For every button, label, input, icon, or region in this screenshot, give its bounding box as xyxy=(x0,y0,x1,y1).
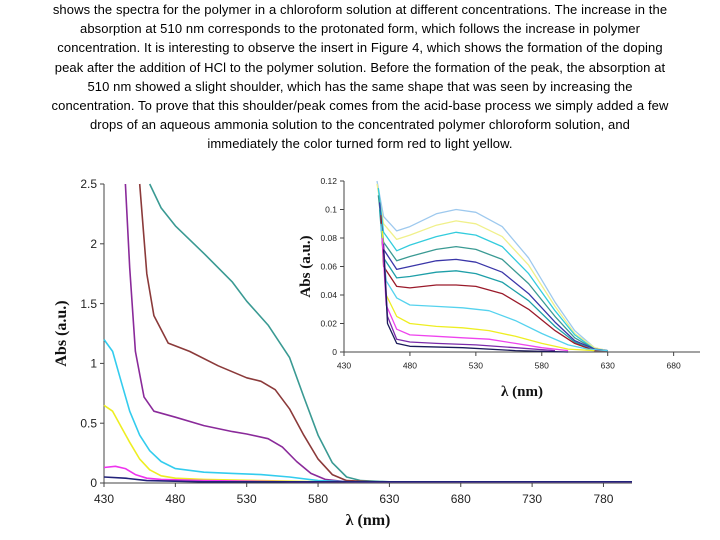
inset-series-s3 xyxy=(377,188,608,352)
main-series-cyan xyxy=(103,339,632,483)
paragraph-line: concentration. To prove that this should… xyxy=(51,98,669,114)
inset-x-tick-label: 630 xyxy=(601,361,615,371)
inset-y-tick-label: 0.02 xyxy=(320,318,337,328)
main-series-navy xyxy=(103,476,632,483)
inset-series-s9 xyxy=(381,230,595,352)
main-x-tick-label: 480 xyxy=(165,492,185,506)
inset-y-tick-label: 0.12 xyxy=(320,176,337,186)
inset-series-s4 xyxy=(377,195,608,352)
main-x-tick-label: 780 xyxy=(593,492,613,506)
inset-series-s11 xyxy=(382,243,556,352)
inset-series-s1 xyxy=(376,180,608,352)
inset-series-s7 xyxy=(380,215,608,352)
inset-chart: 0 0.02 0.04 0.06 0.08 0.1 0.12 430 480 530 580 630 6… xyxy=(298,176,702,400)
main-x-tick-label: 580 xyxy=(308,492,328,506)
main-x-tick-label: 530 xyxy=(237,492,257,506)
main-x-axis-label: λ (nm) xyxy=(346,512,391,529)
inset-x-tick-label: 430 xyxy=(337,361,351,371)
paragraph-line: drops of an aqueous ammonia solution to … xyxy=(89,117,631,133)
paragraph-line: shows the spectra for the polymer in a c… xyxy=(52,2,668,17)
main-series-brown xyxy=(138,183,632,483)
main-x-tick-label: 430 xyxy=(94,492,114,506)
main-y-tick-label: 1 xyxy=(90,357,97,371)
main-x-tick-label: 680 xyxy=(451,492,471,506)
paragraph-line: peak after the addition of HCl to the po… xyxy=(54,59,666,75)
main-y-tick-label: 2 xyxy=(90,237,97,251)
inset-series-s10 xyxy=(381,237,569,352)
paragraph-line: absorption at 510 nm corresponds to the … xyxy=(79,21,641,37)
inset-x-axis-label: λ (nm) xyxy=(501,384,543,400)
main-y-tick-label: 0.5 xyxy=(80,416,97,430)
inset-y-axis-label: Abs (a.u.) xyxy=(298,235,314,297)
main-series-magenta xyxy=(103,465,632,483)
inset-y-tick-label: 0.1 xyxy=(325,204,337,214)
inset-x-tick-label: 680 xyxy=(667,361,681,371)
main-y-tick-label: 2.5 xyxy=(80,177,97,191)
main-y-axis-label: Abs (a.u.) xyxy=(53,300,70,366)
main-x-tick-label: 730 xyxy=(522,492,542,506)
inset-series-s8 xyxy=(380,223,608,352)
paragraph-line: 510 nm showed a slight shoulder, which h… xyxy=(87,78,633,94)
main-series-teal xyxy=(148,183,632,483)
main-y-tick-label: 1.5 xyxy=(80,297,97,311)
paragraph-line: immediately the color turned form red to… xyxy=(207,136,513,152)
inset-y-tick-label: 0.08 xyxy=(320,233,337,243)
inset-x-tick-label: 530 xyxy=(469,361,483,371)
paragraph-line: concentration. It is interesting to obse… xyxy=(57,40,663,56)
main-chart: 0 0.5 1 1.5 2 2.5 430 480 530 580 630 680 730 780 λ (n… xyxy=(53,177,632,529)
inset-series-s12 xyxy=(382,249,569,353)
main-series-purple xyxy=(124,183,632,483)
body-paragraph: shows the spectra for the polymer in a c… xyxy=(0,0,720,154)
inset-x-tick-label: 580 xyxy=(535,361,549,371)
main-x-tick-label: 630 xyxy=(379,492,399,506)
main-y-tick-label: 0 xyxy=(90,476,97,490)
inset-y-tick-label: 0.04 xyxy=(320,290,337,300)
inset-y-tick-label: 0.06 xyxy=(320,261,337,271)
inset-series-s6 xyxy=(378,209,608,352)
inset-x-tick-label: 480 xyxy=(403,361,417,371)
inset-y-tick-label: 0 xyxy=(332,347,337,357)
inset-series-s5 xyxy=(378,202,608,352)
inset-series-s2 xyxy=(376,183,608,352)
